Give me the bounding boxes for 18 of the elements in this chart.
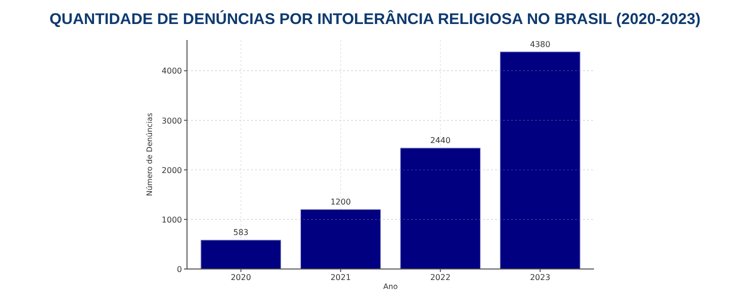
chart-title: QUANTIDADE DE DENÚNCIAS POR INTOLERÂNCIA RELIGIOSA NO BRASIL (2020-2023) (49, 10, 701, 28)
x-tick-label: 2022 (430, 273, 451, 282)
data-label: 583 (233, 228, 249, 238)
data-label: 2440 (430, 136, 451, 146)
bar (500, 52, 580, 270)
x-tick-label: 2021 (330, 273, 351, 282)
y-tick-label: 4000 (162, 66, 182, 76)
bar (200, 240, 282, 270)
y-tick-label: 3000 (162, 116, 182, 126)
y-tick-label: 2000 (162, 166, 182, 175)
x-tick-label: 2020 (230, 273, 252, 282)
bar (400, 148, 481, 270)
data-label: 4380 (530, 40, 550, 49)
x-tick-label: 2023 (530, 273, 550, 282)
bar (300, 209, 381, 270)
data-label: 1200 (330, 198, 351, 207)
y-tick-label: 1000 (162, 215, 182, 224)
y-tick-label: 0 (176, 265, 182, 274)
